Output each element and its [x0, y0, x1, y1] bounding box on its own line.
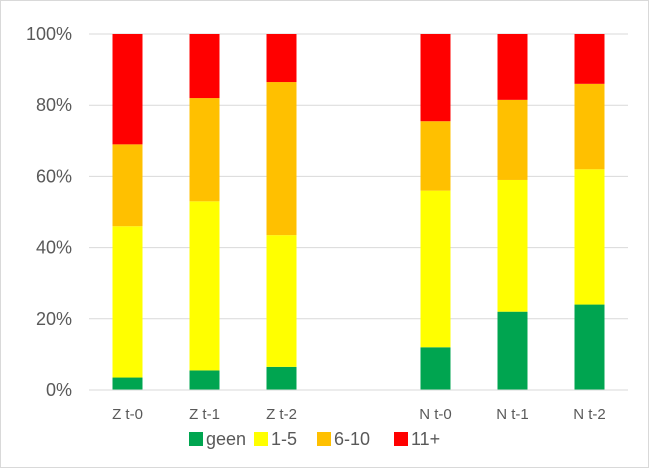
bar-segment	[267, 367, 297, 390]
y-tick-label: 20%	[36, 309, 72, 329]
legend-swatch	[317, 432, 331, 446]
x-category-label: Z t-0	[112, 406, 143, 423]
bar-segment	[575, 169, 605, 304]
bar-segment	[113, 144, 143, 226]
y-axis-tick-labels: 0% 20% 40% 60% 80% 100%	[26, 24, 72, 400]
bar-segment	[113, 34, 143, 144]
bar-segment	[421, 121, 451, 190]
bar-segment	[421, 34, 451, 121]
y-tick-label: 100%	[26, 24, 72, 44]
y-tick-label: 60%	[36, 166, 72, 186]
legend-label: 1-5	[271, 429, 297, 449]
y-tick-label: 80%	[36, 95, 72, 115]
bar-segment	[498, 34, 528, 100]
y-tick-label: 0%	[46, 380, 72, 400]
legend-swatch	[394, 432, 408, 446]
bar-segment	[575, 305, 605, 390]
legend-swatch	[254, 432, 268, 446]
x-category-label: Z t-1	[189, 406, 220, 423]
bar-segment	[421, 191, 451, 348]
bar-segment	[190, 201, 220, 370]
x-category-label: N t-1	[496, 406, 529, 423]
bar-segment	[267, 82, 297, 235]
bar-segment	[575, 34, 605, 84]
bar-segment	[113, 378, 143, 390]
x-category-label: N t-2	[573, 406, 606, 423]
bars	[113, 34, 605, 390]
y-tick-label: 40%	[36, 238, 72, 258]
gridlines	[89, 34, 628, 319]
legend-label: 11+	[411, 429, 440, 449]
x-category-label: Z t-2	[266, 406, 297, 423]
x-axis-category-labels: Z t-0 Z t-1 Z t-2 N t-0 N t-1 N t-2	[112, 406, 606, 423]
bar-segment	[498, 100, 528, 180]
bar-segment	[190, 34, 220, 98]
bar-segment	[190, 370, 220, 390]
bar-segment	[575, 84, 605, 169]
x-category-label: N t-0	[419, 406, 452, 423]
bar-segment	[113, 226, 143, 377]
legend-label: 6-10	[334, 429, 370, 449]
bar-segment	[190, 98, 220, 201]
bar-segment	[421, 347, 451, 390]
bar-segment	[498, 312, 528, 390]
bar-segment	[267, 34, 297, 82]
bar-segment	[498, 180, 528, 312]
legend-swatch	[189, 432, 203, 446]
bar-segment	[267, 235, 297, 367]
legend: geen 1-5 6-10 11+	[189, 429, 440, 449]
legend-label: geen	[206, 429, 246, 449]
